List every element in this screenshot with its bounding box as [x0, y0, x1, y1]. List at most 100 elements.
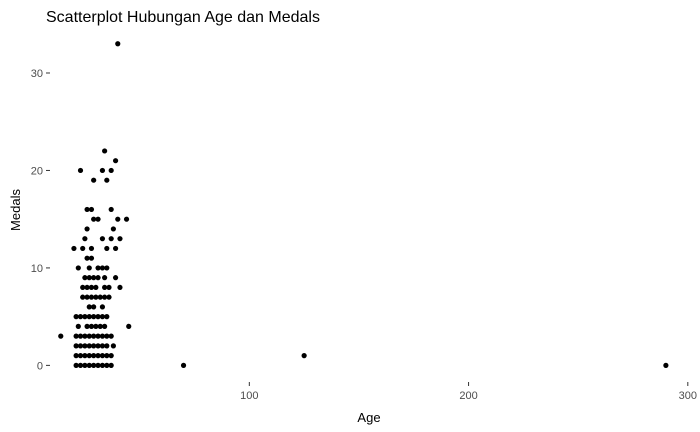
data-point — [99, 343, 106, 349]
data-point — [106, 284, 112, 291]
data-point — [126, 323, 132, 329]
data-point — [84, 284, 90, 291]
data-point — [80, 284, 86, 291]
data-point — [77, 314, 84, 320]
data-point — [82, 275, 88, 281]
data-point — [108, 206, 114, 213]
data-point — [80, 294, 86, 300]
y-tick-label: 30 — [31, 68, 43, 80]
data-point — [95, 216, 101, 222]
data-point — [88, 245, 95, 252]
data-point — [99, 304, 106, 310]
data-point — [91, 177, 97, 183]
data-point — [91, 353, 97, 359]
data-point — [104, 245, 110, 252]
data-point — [110, 226, 116, 232]
data-point — [91, 216, 97, 222]
data-point — [84, 226, 90, 232]
data-point — [88, 255, 95, 261]
x-axis-title: Age — [357, 410, 380, 425]
data-point — [93, 323, 99, 329]
data-point — [104, 343, 110, 349]
data-point — [82, 353, 88, 359]
data-point — [88, 323, 95, 329]
data-point — [77, 343, 84, 349]
data-point — [75, 323, 81, 329]
data-point — [104, 314, 110, 320]
data-point — [88, 206, 95, 213]
data-point — [102, 284, 108, 291]
data-point — [117, 236, 123, 242]
data-point — [73, 343, 79, 349]
data-point — [88, 294, 95, 300]
y-tick-label: 0 — [37, 360, 43, 372]
data-point — [97, 323, 103, 329]
data-point — [86, 362, 92, 368]
data-point — [77, 333, 84, 339]
data-point — [104, 353, 110, 359]
data-point — [99, 353, 106, 359]
data-point — [112, 158, 119, 164]
data-point — [80, 245, 86, 252]
x-tick-label: 100 — [240, 390, 258, 402]
data-point — [110, 343, 116, 349]
data-point — [71, 245, 77, 252]
data-point — [91, 362, 97, 368]
data-point — [86, 353, 92, 359]
data-point — [112, 245, 119, 252]
data-point — [86, 304, 92, 310]
data-point — [77, 167, 84, 174]
data-point — [91, 333, 97, 339]
data-point — [88, 284, 95, 291]
data-point — [99, 236, 106, 242]
data-point — [95, 314, 101, 320]
data-point — [95, 275, 101, 281]
y-tick-label: 20 — [31, 165, 43, 177]
data-point — [84, 323, 90, 329]
data-point — [102, 323, 108, 329]
data-point — [123, 216, 130, 222]
data-point — [102, 294, 108, 300]
x-tick-label: 200 — [459, 390, 477, 402]
data-point — [75, 265, 81, 271]
data-point — [115, 41, 121, 47]
data-point — [86, 314, 92, 320]
data-point — [663, 362, 669, 368]
data-point — [86, 343, 92, 349]
data-point — [77, 362, 84, 368]
data-points — [58, 41, 669, 368]
data-point — [108, 353, 114, 359]
data-point — [108, 362, 114, 368]
data-point — [301, 353, 307, 359]
data-point — [84, 255, 90, 261]
data-point — [117, 284, 123, 291]
data-point — [73, 333, 79, 339]
data-point — [104, 265, 110, 271]
data-point — [58, 333, 64, 339]
data-point — [112, 275, 119, 281]
data-point — [95, 353, 101, 359]
data-point — [73, 353, 79, 359]
data-point — [91, 314, 97, 320]
y-axis-title: Medals — [8, 189, 23, 231]
data-point — [95, 362, 101, 368]
data-point — [99, 265, 106, 271]
data-point — [104, 177, 110, 183]
data-point — [82, 314, 88, 320]
data-point — [86, 265, 92, 271]
data-point — [106, 294, 112, 300]
x-axis: 100 200 300 — [240, 382, 697, 402]
chart-title: Scatterplot Hubungan Age dan Medals — [46, 9, 320, 26]
data-point — [108, 167, 114, 174]
data-point — [102, 148, 108, 154]
data-point — [99, 167, 106, 174]
data-point — [99, 314, 106, 320]
y-axis: 0 10 20 30 — [31, 68, 50, 372]
y-tick-label: 10 — [31, 263, 43, 275]
data-point — [86, 333, 92, 339]
data-point — [97, 294, 103, 300]
data-point — [102, 275, 108, 281]
data-point — [108, 236, 114, 242]
data-point — [95, 343, 101, 349]
